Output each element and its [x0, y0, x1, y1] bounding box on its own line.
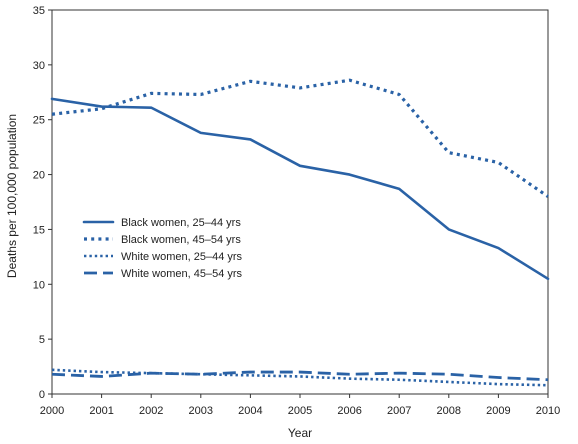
legend: Black women, 25–44 yrs Black women, 45–54…	[82, 217, 243, 280]
x-tick-label: 2009	[486, 405, 510, 417]
y-tick-label: 5	[39, 334, 45, 346]
x-tick-label: 2000	[40, 405, 64, 417]
y-tick-label: 25	[33, 115, 45, 127]
axes: 0 5 10 15 20 25 30 35 2000 2001 2002 2003 2004 2005 20…	[33, 5, 560, 417]
x-tick-label: 2007	[387, 405, 411, 417]
y-tick-label: 35	[33, 5, 45, 17]
x-tick-label: 2004	[238, 405, 262, 417]
series-line-3	[51, 368, 549, 387]
x-tick-label: 2002	[139, 405, 163, 417]
series-line-2	[51, 78, 549, 198]
y-tick-label: 15	[33, 224, 45, 236]
legend-label-3: White women, 25–44 yrs	[121, 251, 243, 263]
plot-frame	[51, 9, 549, 395]
x-tick-label: 2010	[536, 405, 560, 417]
y-axis-title: Deaths per 100,000 population	[5, 114, 19, 278]
x-axis-title: Year	[288, 426, 312, 440]
x-tick-label: 2003	[189, 405, 213, 417]
legend-label-4: White women, 45–54 yrs	[121, 268, 243, 280]
y-tick-label: 20	[33, 170, 45, 182]
x-tick-label: 2005	[288, 405, 312, 417]
series-line-4	[51, 370, 549, 382]
y-tick-label: 0	[39, 389, 45, 401]
y-tick-label: 30	[33, 60, 45, 72]
series-line-1	[50, 97, 550, 281]
legend-label-2: Black women, 45–54 yrs	[121, 234, 241, 246]
x-tick-label: 2006	[337, 405, 361, 417]
series-lines	[50, 78, 550, 387]
x-tick-label: 2008	[437, 405, 461, 417]
x-tick-label: 2001	[89, 405, 113, 417]
legend-label-1: Black women, 25–44 yrs	[121, 217, 241, 229]
y-tick-label: 10	[33, 279, 45, 291]
